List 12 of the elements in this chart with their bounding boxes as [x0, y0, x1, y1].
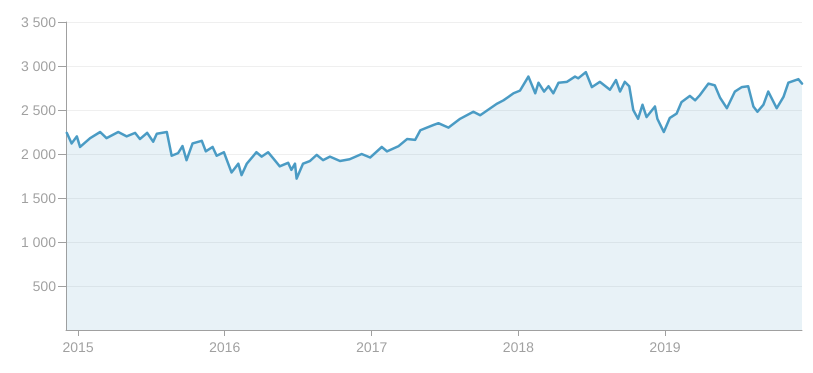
y-tick-label: 500: [32, 278, 56, 294]
y-tick-label: 1 500: [20, 190, 56, 206]
y-tick-label: 1 000: [20, 234, 56, 250]
x-tick-label: 2015: [62, 339, 94, 355]
y-tick-label: 2 500: [20, 102, 56, 118]
x-tick-label: 2017: [356, 339, 388, 355]
x-tick-label: 2016: [209, 339, 240, 355]
y-tick-label: 2 000: [20, 146, 56, 162]
x-tick-label: 2018: [502, 339, 534, 355]
x-tick-label: 2019: [649, 339, 681, 355]
y-tick-label: 3 500: [20, 14, 56, 30]
y-tick-label: 3 000: [20, 58, 56, 74]
